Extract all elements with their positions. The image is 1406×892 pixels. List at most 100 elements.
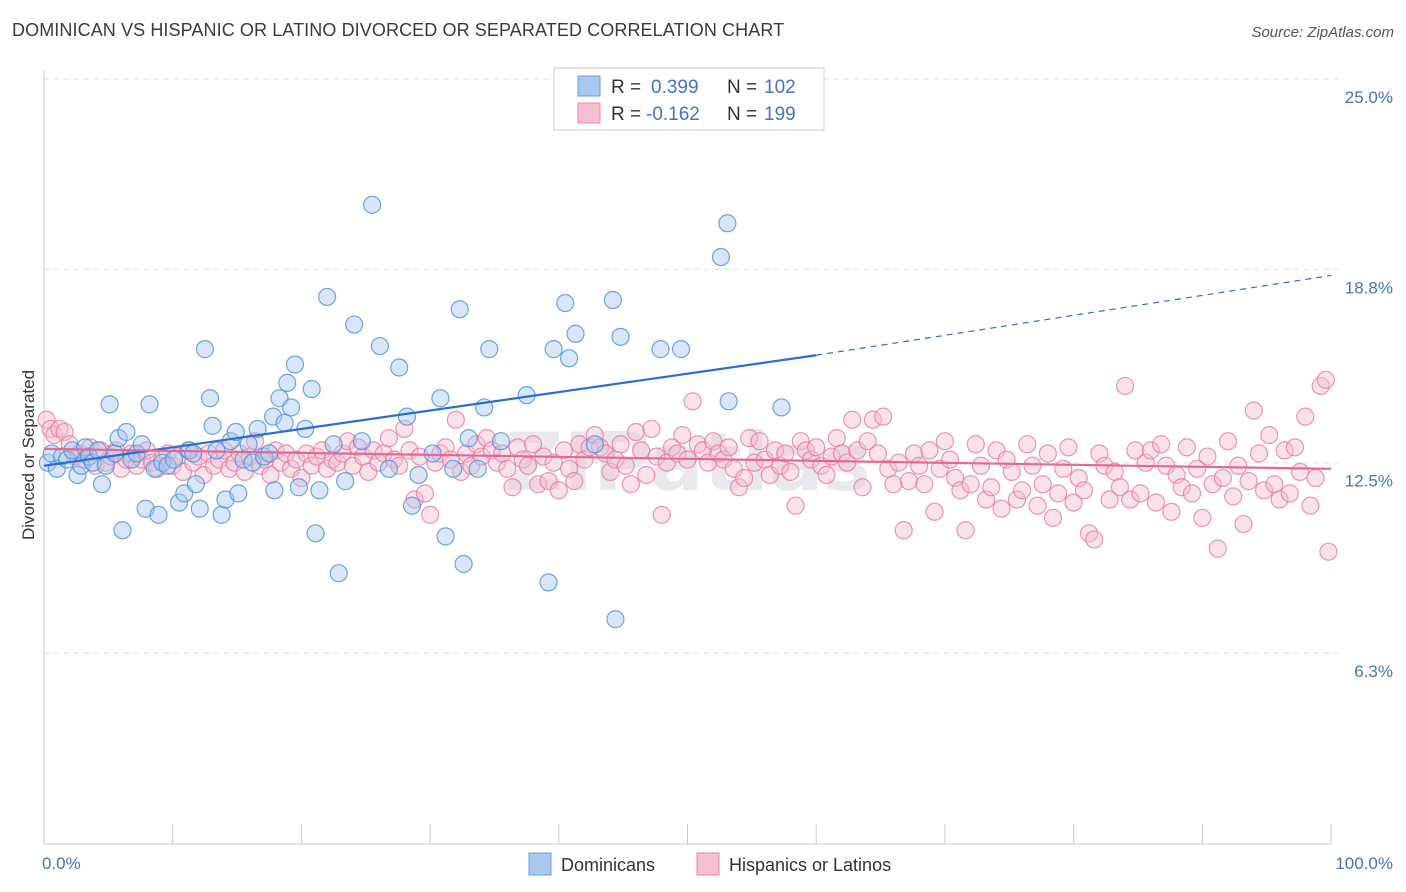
dominicans-point: [450, 300, 469, 319]
dominicans-point: [310, 481, 329, 500]
hispanics-point: [935, 432, 955, 451]
dominicans-point: [363, 195, 382, 214]
hispanics-point: [1002, 462, 1021, 481]
hispanics-point: [302, 456, 321, 475]
dominicans-point: [544, 340, 563, 359]
hispanics-point: [1182, 484, 1202, 503]
dominicans-point: [195, 340, 214, 359]
hispanics-point: [858, 432, 877, 451]
hispanics-point: [750, 432, 769, 451]
hispanics-point: [1275, 441, 1294, 460]
hispanics-point: [642, 419, 661, 439]
bottom-legend-swatch-dominicans: [528, 852, 552, 876]
dominicans-point: [719, 392, 738, 411]
hispanics-point: [1054, 459, 1073, 478]
hispanics-point: [1218, 432, 1238, 451]
dominicans-point: [491, 432, 510, 451]
bottom-legend-hispanics: Hispanics or Latinos: [729, 855, 891, 875]
dominicans-point: [263, 407, 283, 426]
dominicans-point: [68, 465, 87, 485]
hispanics-point: [807, 438, 826, 457]
hispanics-point: [729, 478, 749, 497]
bottom-legend: Dominicans Hispanics or Latinos: [528, 852, 891, 876]
dominicans-point: [651, 340, 670, 359]
x-tick-label: 100.0%: [1335, 854, 1393, 873]
legend-swatch-dominicans: [577, 75, 601, 97]
hispanics-point: [261, 465, 280, 485]
hispanics-point: [827, 429, 846, 448]
dominicans-trend-line: [43, 354, 817, 467]
hispanics-point: [539, 472, 558, 491]
hispanics-point: [498, 459, 517, 478]
hispanics-point: [817, 465, 836, 485]
hispanics-point: [112, 459, 131, 478]
dominicans-point: [390, 358, 409, 377]
dominicans-point: [100, 395, 119, 414]
hispanics-point: [338, 432, 357, 451]
hispanics-point: [1260, 425, 1279, 445]
hispanics-point: [868, 444, 888, 463]
hispanics-point: [487, 453, 507, 472]
dominicans-point: [606, 610, 625, 629]
hispanics-point: [1043, 508, 1063, 528]
hispanics-point: [956, 521, 975, 540]
hispanics-point: [915, 475, 934, 494]
dominicans-point: [170, 493, 189, 512]
dominicans-point: [278, 373, 297, 392]
series-dominicans-points: [38, 195, 791, 629]
hispanics-point: [1172, 478, 1191, 497]
hispanics-point: [992, 499, 1011, 518]
hispanics-point: [1265, 475, 1284, 494]
legend-r-value: 0.399: [651, 77, 699, 98]
hispanics-point: [899, 472, 918, 491]
hispanics-point: [982, 478, 1001, 497]
y-tick-label: 18.8%: [1345, 278, 1393, 297]
dominicans-point: [711, 247, 731, 267]
dominicans-point: [285, 355, 305, 374]
hispanics-point: [1280, 484, 1299, 503]
hispanics-point: [1239, 472, 1258, 491]
hispanics-point: [1013, 481, 1032, 500]
hispanics-point: [173, 462, 193, 481]
hispanics-point: [930, 459, 949, 478]
dominicans-point: [603, 290, 622, 310]
hispanics-point: [951, 481, 970, 500]
legend: R = 0.399 N = 102 R = -0.162 N = 199: [553, 67, 825, 131]
legend-n-label: N =: [727, 77, 757, 98]
dominicans-point: [229, 484, 248, 503]
dominicans-point: [302, 379, 321, 399]
hispanics-point: [1296, 407, 1315, 426]
dominicans-point: [345, 315, 364, 334]
hispanics-point: [523, 435, 543, 454]
hispanics-point: [1254, 481, 1274, 500]
hispanics-point: [894, 521, 913, 540]
hispanics-point: [1110, 478, 1130, 497]
hispanics-trend-line: [43, 447, 1332, 470]
dominicans-point: [329, 564, 348, 583]
dominicans-point: [566, 324, 585, 343]
hispanics-point: [1018, 435, 1037, 454]
dominicans-point: [539, 573, 558, 592]
dominicans-point: [113, 521, 132, 540]
dominicans-point: [203, 416, 222, 435]
dominicans-point: [306, 524, 325, 543]
dominicans-point: [718, 214, 737, 233]
hispanics-point: [1203, 475, 1222, 494]
hispanics-point: [323, 450, 342, 469]
hispanics-point: [647, 447, 666, 466]
hispanics-point: [837, 453, 857, 472]
hispanics-point: [1270, 490, 1289, 509]
hispanics-point: [971, 456, 991, 475]
dominicans-point: [200, 389, 220, 408]
hispanics-point: [565, 472, 584, 491]
trend-lines: [43, 274, 1332, 470]
legend-n-value: 199: [764, 104, 796, 125]
hispanics-point: [740, 429, 759, 448]
hispanics-point: [796, 441, 816, 460]
dominicans-point: [164, 450, 184, 469]
hispanics-point: [390, 456, 409, 475]
hispanics-point: [1049, 484, 1068, 503]
hispanics-point: [616, 456, 635, 475]
dominicans-point: [186, 475, 205, 494]
